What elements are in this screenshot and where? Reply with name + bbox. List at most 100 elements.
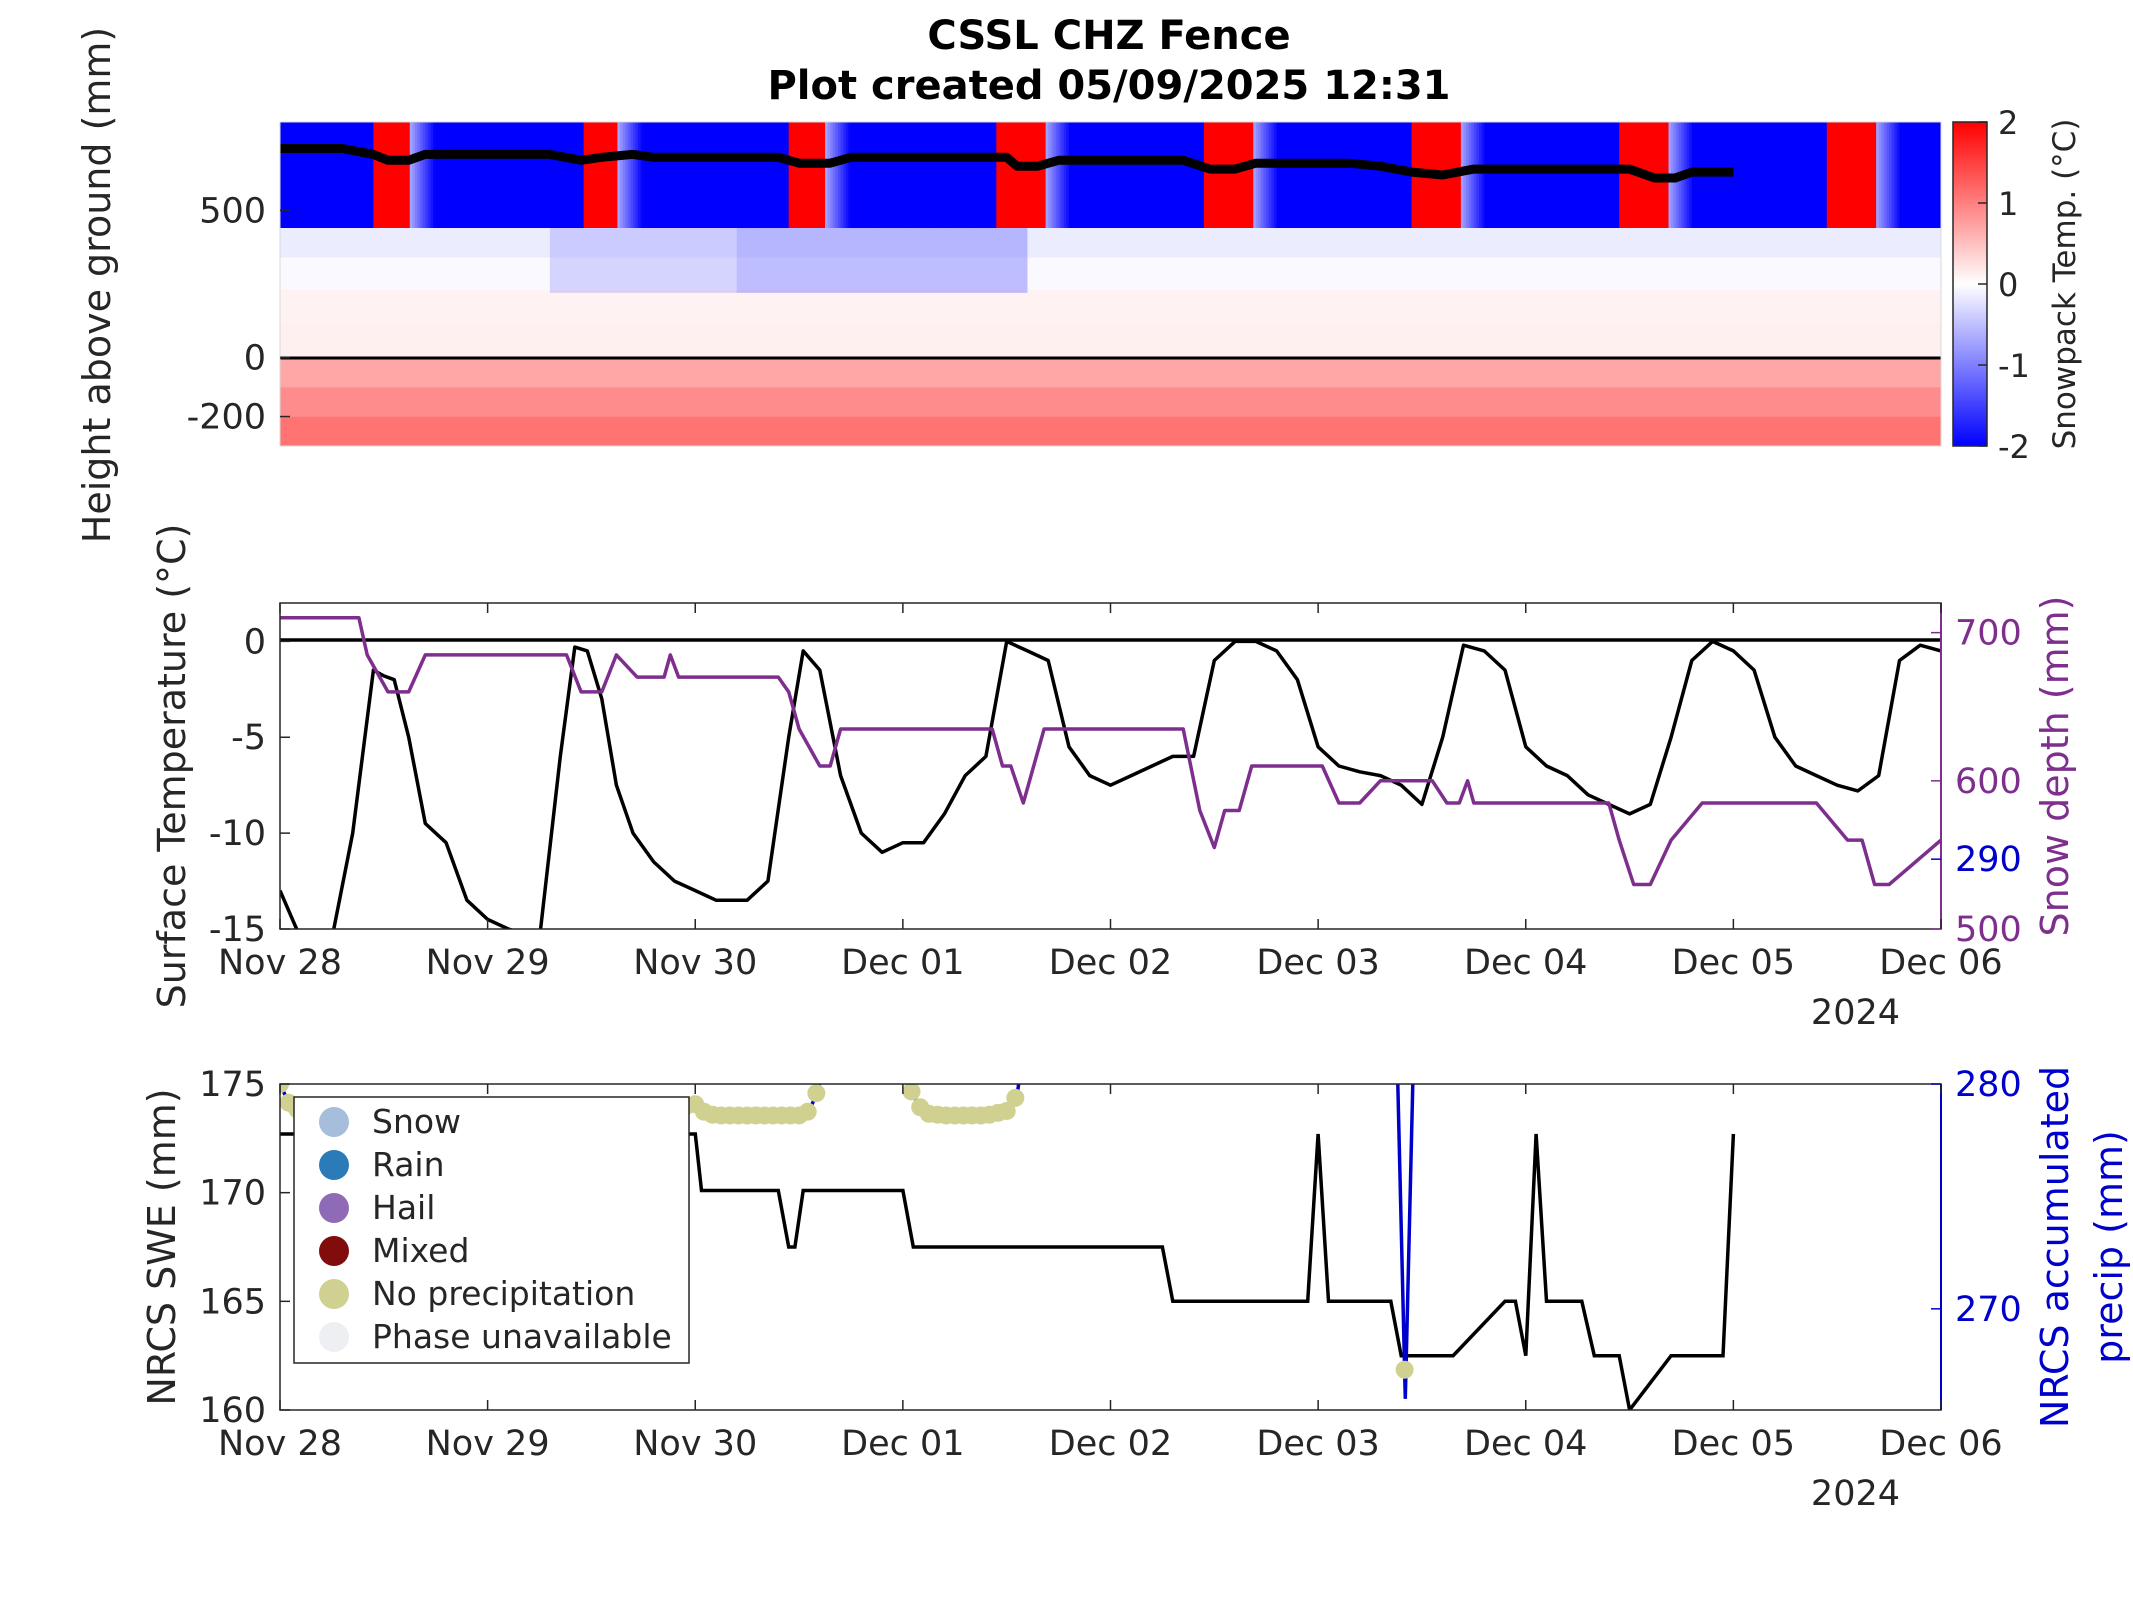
heatmap-cell	[664, 122, 668, 229]
heatmap-cell	[1546, 122, 1550, 229]
heatmap-cell	[1564, 122, 1568, 229]
y2-axis-label: Snow depth (mm)	[2033, 596, 2077, 937]
heatmap-cell	[1372, 122, 1376, 229]
no-precipitation-marker	[280, 1084, 289, 1093]
heatmap-cell	[1798, 122, 1802, 229]
heatmap-cell	[609, 122, 613, 229]
heatmap-cell	[1305, 122, 1309, 229]
heatmap-cell	[840, 122, 844, 229]
heatmap-cell	[1580, 122, 1584, 229]
heatmap-cell	[1136, 122, 1140, 229]
heatmap-cell	[1829, 122, 1833, 229]
no-precipitation-marker	[1197, 1041, 1215, 1059]
legend-marker	[319, 1193, 349, 1223]
heatmap-cell	[1759, 122, 1763, 229]
heatmap-cell	[1152, 122, 1156, 229]
heatmap-cell	[357, 122, 362, 229]
no-precipitation-marker	[1448, 1041, 1466, 1059]
heatmap-cell	[1066, 122, 1070, 229]
x-tick-label: Nov 28	[218, 1424, 342, 1464]
heatmap-cell	[542, 122, 546, 229]
heatmap-cell	[1608, 122, 1612, 229]
heatmap-cell	[1925, 122, 1929, 229]
heatmap-cell	[1266, 122, 1270, 229]
heatmap-cell	[583, 122, 587, 229]
heatmap-cell	[879, 122, 883, 229]
no-precipitation-marker	[807, 1084, 826, 1103]
heatmap-cell	[728, 122, 733, 229]
no-precipitation-marker	[1845, 1041, 1863, 1059]
x-tick-label: Dec 01	[841, 943, 964, 983]
heatmap-cell	[1842, 122, 1846, 229]
no-precipitation-marker	[1127, 1041, 1145, 1059]
no-precipitation-marker	[1067, 1041, 1085, 1059]
heatmap-cell	[1159, 122, 1164, 229]
heatmap-cell	[1538, 122, 1542, 229]
legend-label: Phase unavailable	[372, 1317, 672, 1356]
no-precipitation-marker	[1820, 1041, 1838, 1059]
heatmap-cell	[443, 122, 447, 229]
heatmap-cell	[1312, 122, 1317, 229]
no-precipitation-marker	[1318, 1041, 1336, 1059]
heatmap-cell	[1198, 122, 1202, 229]
no-precipitation-marker	[825, 1041, 843, 1059]
heatmap-cell	[1476, 122, 1480, 229]
heatmap-cell	[1922, 122, 1927, 229]
y-axis-label: Height above ground (mm)	[75, 27, 119, 544]
heatmap-cell	[560, 122, 564, 229]
heatmap-cell	[692, 122, 696, 229]
no-precipitation-marker	[1586, 1041, 1604, 1059]
y-tick-label: 500	[199, 191, 266, 231]
heatmap-cell	[1733, 122, 1737, 229]
no-precipitation-marker	[1283, 1041, 1301, 1059]
heatmap-cell	[1123, 122, 1127, 229]
heatmap-cell	[586, 122, 590, 229]
heatmap-cell	[1045, 122, 1049, 229]
heatmap-cell	[412, 122, 416, 229]
heatmap-cell	[591, 122, 595, 229]
heatmap-cell	[1370, 122, 1374, 229]
heatmap-cell	[1110, 122, 1114, 229]
no-precipitation-marker	[1837, 1041, 1855, 1059]
chart-subtitle: Plot created 05/09/2025 12:31	[767, 63, 1450, 109]
heatmap-cell	[1928, 122, 1932, 229]
y2-axis-ticks: 700 600 500	[1931, 614, 2022, 950]
heatmap-cell	[280, 257, 1941, 290]
no-precipitation-marker	[868, 1041, 886, 1059]
heatmap-cell	[858, 122, 862, 229]
heatmap-cell	[435, 122, 439, 229]
no-precipitation-marker	[1517, 1041, 1535, 1059]
no-precipitation-marker	[1569, 1041, 1587, 1059]
heatmap-cell	[713, 122, 717, 229]
heatmap-cell	[365, 122, 369, 229]
heatmap-cell	[1920, 122, 1924, 229]
heatmap-cell	[1035, 122, 1039, 229]
heatmap-cell	[1912, 122, 1916, 229]
no-precipitation-marker	[833, 1041, 851, 1059]
heatmap-cell	[513, 122, 517, 229]
y2-tick-label: 290	[1955, 840, 2022, 880]
heatmap-cell	[915, 122, 920, 229]
no-precipitation-marker	[1249, 1041, 1267, 1059]
heatmap-cell	[1785, 122, 1789, 229]
heatmap-cell	[736, 122, 740, 229]
heatmap-cell	[1245, 122, 1249, 229]
no-precipitation-marker	[1110, 1041, 1128, 1059]
heatmap-cell	[430, 122, 434, 229]
heatmap-cell	[848, 122, 852, 229]
heatmap-cell	[752, 122, 756, 229]
heatmap-cell	[1017, 122, 1021, 229]
heatmap-cell	[1933, 122, 1937, 229]
no-precipitation-marker	[1145, 1041, 1163, 1059]
heatmap-cell	[378, 122, 382, 229]
heatmap-cell	[1167, 122, 1171, 229]
heatmap-cell	[845, 122, 849, 229]
heatmap-cell	[1790, 122, 1794, 229]
heatmap-cell	[516, 122, 520, 229]
heatmap-cell	[1014, 122, 1018, 229]
y-tick-label: 170	[199, 1174, 266, 1214]
y2-axis-label-line1: NRCS accumulated	[2033, 1066, 2077, 1428]
heatmap-cell	[975, 122, 979, 229]
heatmap-cell	[1629, 122, 1633, 229]
heatmap-cell	[661, 122, 665, 229]
